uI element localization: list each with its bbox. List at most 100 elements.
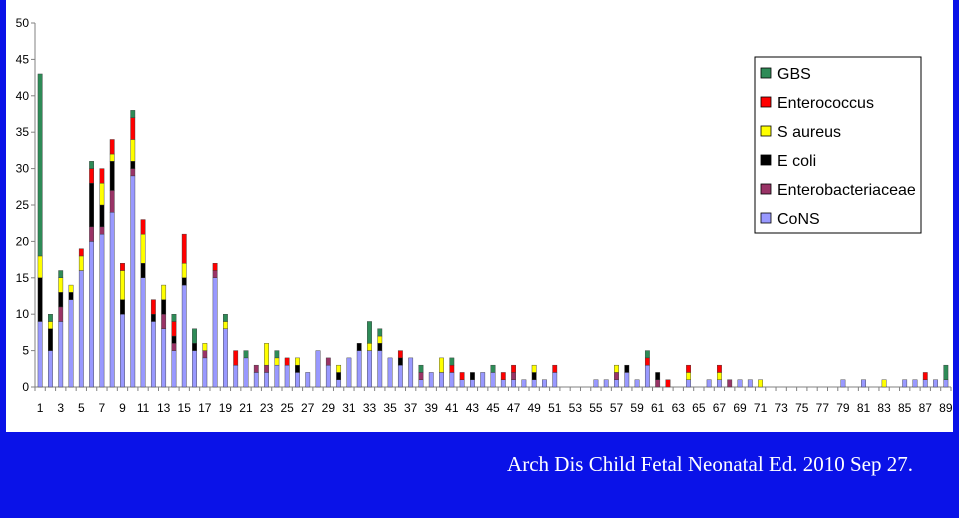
x-tick-label: 57	[610, 401, 624, 415]
bar-segment-s-aureus	[881, 379, 887, 388]
bar-segment-s-aureus	[37, 255, 43, 279]
bar-segment-cons	[336, 379, 342, 388]
bar-segment-enterobacteriaceae	[727, 379, 733, 388]
bar-segment-enterococcus	[500, 372, 506, 380]
x-tick-label: 25	[280, 401, 294, 415]
bar-segment-cons	[367, 350, 372, 388]
bar-segment-s-aureus	[78, 255, 84, 271]
x-tick-label: 59	[630, 401, 644, 415]
bar-segment-cons	[686, 379, 691, 388]
bar-segment-e-coli	[397, 357, 403, 366]
bar-segment-enterobacteriaceae	[58, 306, 64, 322]
bar-segment-enterococcus	[212, 263, 218, 271]
bar-segment-e-coli	[377, 343, 383, 351]
bar-segment-cons	[356, 350, 362, 388]
bar-segment-cons	[912, 379, 918, 388]
bar-segment-s-aureus	[614, 364, 619, 373]
bar-segment-s-aureus	[130, 139, 136, 162]
bar-segment-s-aureus	[99, 182, 105, 206]
bar-segment-cons	[346, 357, 352, 388]
bar-segment-cons	[480, 372, 486, 388]
bar-segment-enterobacteriaceae	[325, 357, 331, 366]
y-tick-label: 50	[16, 16, 30, 30]
bar-segment-s-aureus	[377, 335, 383, 344]
x-tick-label: 75	[795, 401, 809, 415]
bar-segment-cons	[449, 372, 455, 388]
bar-segment-e-coli	[150, 314, 156, 322]
bar-segment-s-aureus	[758, 379, 763, 388]
x-tick-label: 11	[137, 401, 150, 415]
x-tick-label: 13	[157, 401, 171, 415]
legend-swatch	[760, 212, 772, 224]
bar-segment-cons	[861, 379, 866, 388]
x-tick-label: 61	[651, 401, 665, 415]
bar-segment-gbs	[449, 357, 455, 366]
bar-segment-cons	[48, 350, 53, 388]
bar-segment-gbs	[490, 364, 496, 373]
bar-segment-s-aureus	[717, 372, 722, 380]
bar-segment-cons	[120, 314, 125, 388]
x-tick-label: 41	[445, 401, 459, 415]
bar-segment-cons	[377, 350, 383, 388]
x-tick-label: 63	[672, 401, 686, 415]
bar-segment-e-coli	[37, 277, 43, 322]
x-tick-label: 39	[425, 401, 439, 415]
bar-segment-s-aureus	[202, 343, 208, 351]
bar-segment-enterococcus	[171, 321, 177, 337]
bar-segment-enterococcus	[150, 299, 156, 315]
bar-segment-enterococcus	[552, 364, 558, 373]
bar-segment-enterococcus	[130, 117, 136, 140]
legend-box	[754, 56, 922, 234]
bar-segment-enterobacteriaceae	[99, 226, 105, 235]
legend-label: GBS	[777, 66, 811, 83]
x-tick-label: 71	[754, 401, 768, 415]
x-tick-label: 7	[99, 401, 106, 415]
bar-segment-enterococcus	[78, 248, 84, 257]
legend-label: E coli	[777, 153, 816, 170]
bar-segment-cons	[418, 379, 424, 388]
bar-segment-s-aureus	[686, 372, 691, 380]
x-tick-label: 43	[466, 401, 480, 415]
bar-segment-e-coli	[171, 335, 177, 344]
bar-segment-e-coli	[130, 161, 136, 169]
x-tick-label: 15	[178, 401, 192, 415]
bar-segment-e-coli	[99, 204, 105, 228]
bar-segment-cons	[315, 350, 321, 388]
bar-segment-cons	[99, 233, 105, 388]
bar-segment-enterococcus	[922, 372, 928, 380]
bar-segment-enterococcus	[120, 263, 125, 271]
bar-segment-cons	[624, 372, 630, 388]
bar-segment-cons	[89, 241, 95, 388]
bar-segment-cons	[511, 379, 516, 388]
bar-segment-cons	[933, 379, 938, 388]
bar-segment-cons	[408, 357, 414, 388]
x-tick-label: 5	[78, 401, 85, 415]
x-tick-label: 73	[775, 401, 789, 415]
bar-segment-cons	[531, 379, 537, 388]
bar-segment-s-aureus	[274, 357, 280, 366]
bar-segment-cons	[459, 379, 465, 388]
legend-swatch	[760, 154, 772, 166]
bar-segment-e-coli	[48, 328, 53, 351]
bar-segment-e-coli	[655, 372, 661, 380]
x-tick-label: 1	[37, 401, 44, 415]
bar-segment-enterococcus	[511, 364, 516, 373]
bar-segment-cons	[603, 379, 609, 388]
x-tick-label: 45	[486, 401, 500, 415]
bar-segment-enterococcus	[109, 139, 115, 155]
bar-segment-cons	[717, 379, 722, 388]
x-tick-label: 31	[342, 401, 356, 415]
bar-segment-cons	[593, 379, 599, 388]
bar-segment-enterococcus	[686, 364, 691, 373]
bar-segment-cons	[542, 379, 547, 388]
bar-segment-e-coli	[192, 343, 197, 351]
bar-segment-e-coli	[58, 292, 64, 308]
legend-label: CoNS	[777, 211, 820, 228]
bar-segment-cons	[706, 379, 712, 388]
bar-segment-enterococcus	[140, 219, 146, 235]
bar-segment-e-coli	[120, 299, 125, 315]
bar-segment-cons	[737, 379, 743, 388]
bar-segment-enterobacteriaceae	[171, 343, 177, 351]
bar-segment-gbs	[89, 161, 95, 169]
